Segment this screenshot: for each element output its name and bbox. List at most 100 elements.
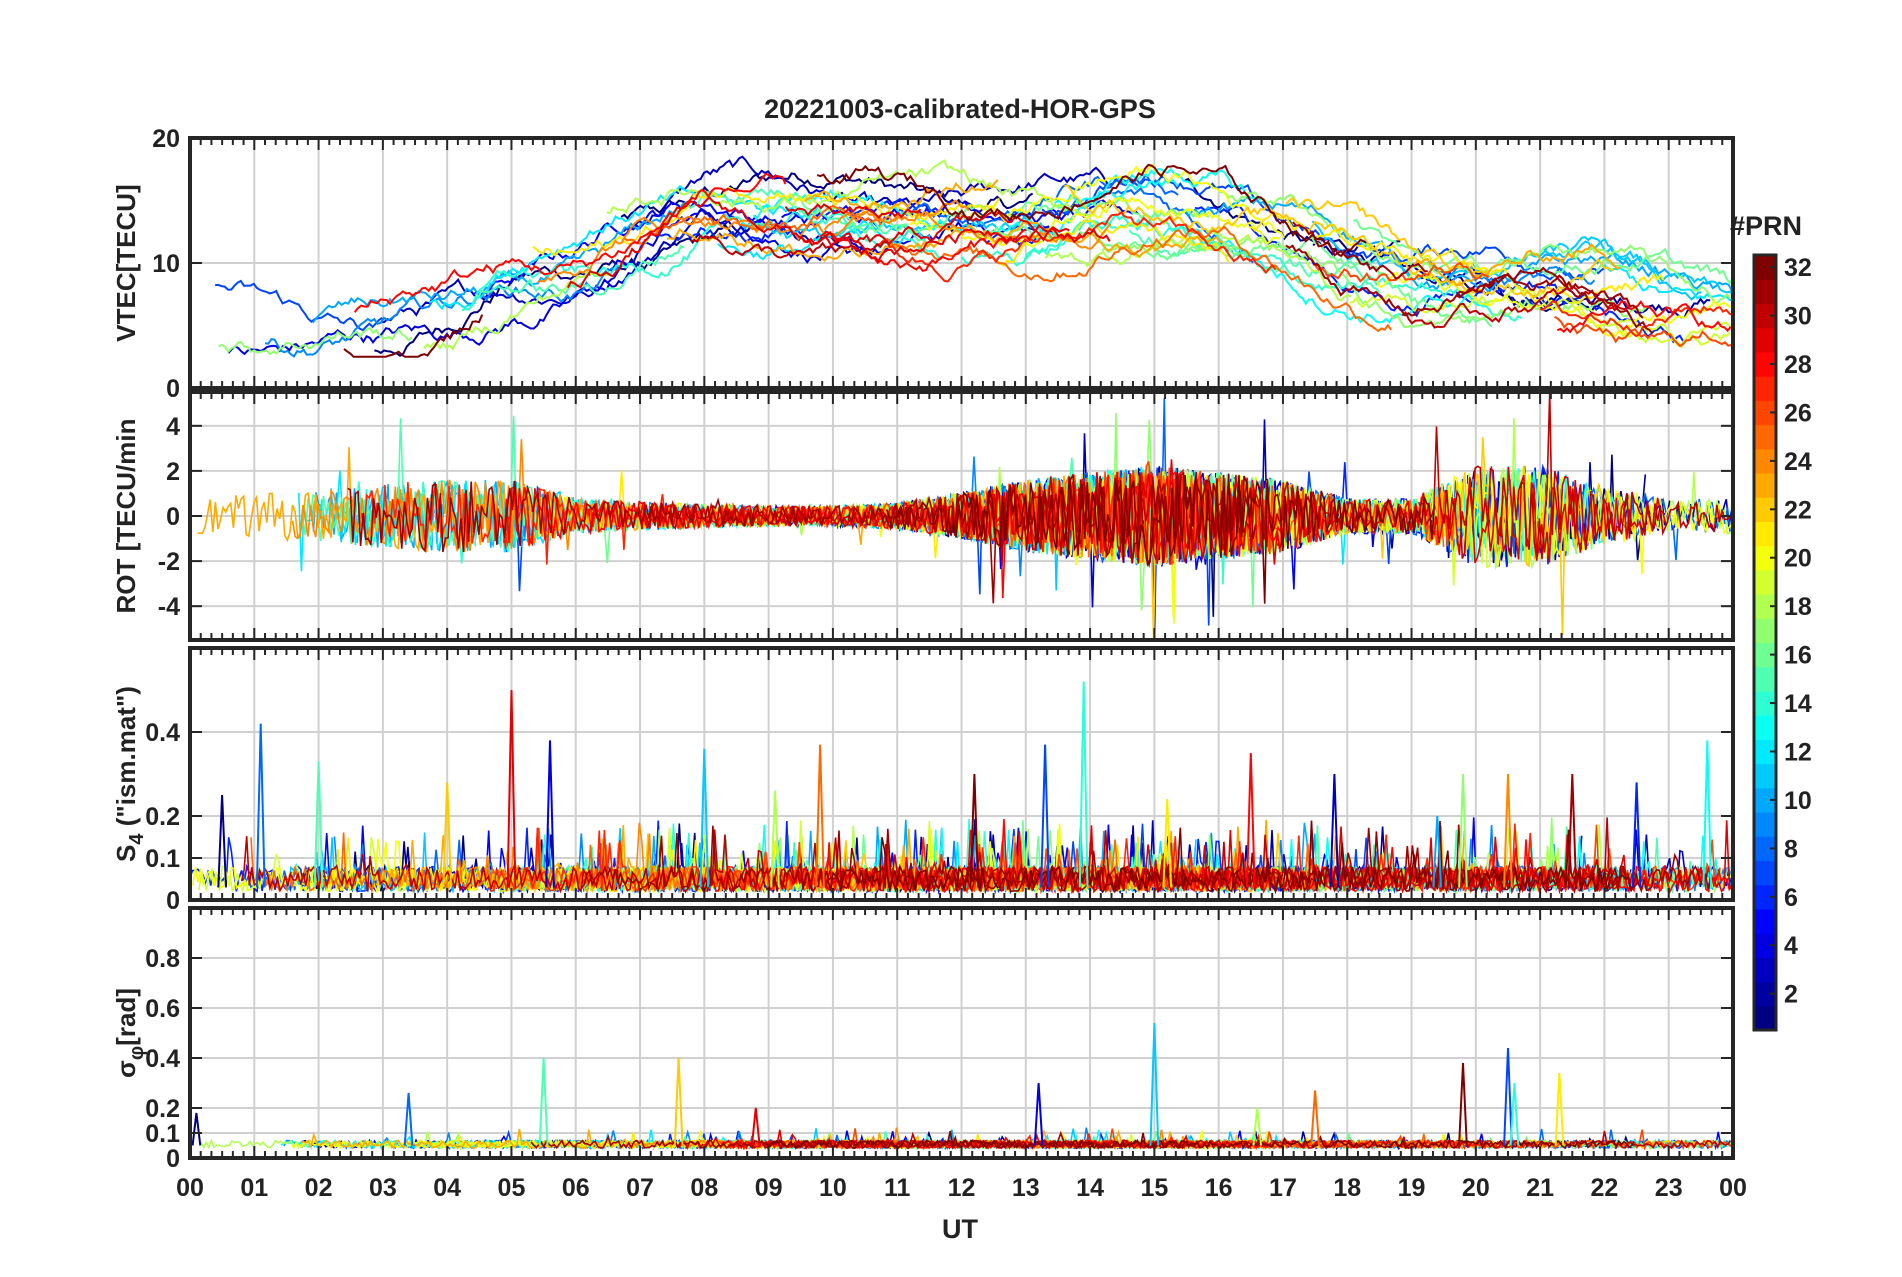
- s4-series-prn-32: [827, 820, 1639, 895]
- peak-spike: [770, 790, 780, 888]
- peak-spike: [403, 1092, 414, 1146]
- vtec-series-prn-11: [1542, 236, 1733, 297]
- series-group: [190, 681, 1733, 895]
- peak-spike: [506, 689, 517, 888]
- colorbar-tick-label: 4: [1784, 932, 1798, 960]
- x-tick-label: 14: [1076, 1174, 1104, 1202]
- x-tick-label: 13: [1012, 1174, 1040, 1202]
- series-group: [191, 1022, 1733, 1151]
- peak-spike: [217, 794, 227, 888]
- y-tick-label: 4: [166, 413, 180, 441]
- peak-spike: [1458, 773, 1468, 888]
- x-tick-label: 11: [884, 1174, 911, 1202]
- peak-spike: [538, 1057, 549, 1146]
- panel-1: 0 10 20 VTEC[TECU]: [111, 125, 1735, 403]
- colorbar-segment: [1754, 690, 1776, 716]
- vtec-series-prn-19: [1588, 307, 1731, 349]
- colorbar-tick-label: 12: [1784, 738, 1812, 766]
- colorbar-segment: [1754, 836, 1776, 862]
- vtec-series-prn-28: [1556, 300, 1732, 334]
- x-tick-label: 09: [755, 1174, 783, 1202]
- peak-spike: [969, 773, 980, 888]
- peak-spike: [1458, 1062, 1468, 1146]
- y-tick-label: 20: [152, 125, 180, 153]
- vtec-series-prn-18: [423, 270, 615, 351]
- colorbar-segment: [1754, 981, 1776, 1007]
- peak-spike: [1503, 1047, 1513, 1146]
- y-tick-label: -2: [158, 548, 180, 576]
- vtec-series-prn-1: [374, 220, 758, 358]
- x-tick-label: 18: [1333, 1174, 1361, 1202]
- colorbar-segment: [1754, 1005, 1776, 1031]
- x-tick-label: 08: [690, 1174, 718, 1202]
- y-tick-label: 0.2: [145, 1095, 180, 1123]
- series-group: [197, 392, 1733, 640]
- series-group: [215, 155, 1733, 358]
- sigma-series-prn-31: [530, 1130, 1198, 1151]
- peak-spike: [442, 782, 452, 888]
- vtec-series-prn-27: [1539, 300, 1733, 338]
- vtec-series-prn-32: [343, 314, 484, 358]
- x-tick-label: 00: [176, 1174, 204, 1202]
- vtec-series-prn-23: [1413, 242, 1621, 287]
- x-tick-label: 15: [1140, 1174, 1168, 1202]
- colorbar-segment: [1754, 787, 1776, 813]
- y-tick-label: 0: [166, 503, 180, 531]
- colorbar-tick-label: 14: [1784, 690, 1812, 718]
- vtec-series-prn-13: [1054, 167, 1262, 209]
- vtec-series-prn-10: [1181, 195, 1733, 293]
- x-tick-label: 00: [1719, 1174, 1747, 1202]
- colorbar-segment: [1754, 521, 1776, 547]
- vtec-series-prn-20: [909, 196, 1280, 248]
- x-tick-label: 03: [369, 1174, 397, 1202]
- colorbar-segment: [1754, 376, 1776, 401]
- panel-4: 00.10.2 0.4 0.6 0.8 σφ[rad]: [111, 906, 1735, 1173]
- peak-spike: [313, 761, 324, 888]
- x-tick-label: 20: [1462, 1174, 1490, 1202]
- x-tick-label: 19: [1398, 1174, 1426, 1202]
- peak-spike: [1503, 773, 1513, 888]
- colorbar-tick-label: 26: [1784, 399, 1812, 427]
- colorbar-tick-label: 28: [1784, 351, 1812, 379]
- colorbar-segment: [1754, 618, 1776, 644]
- peak-spike: [699, 748, 710, 888]
- vtec-series-prn-17: [1218, 190, 1732, 304]
- y-tick-label: 2: [166, 458, 180, 486]
- peak-spike: [1509, 1082, 1520, 1146]
- colorbar-segment: [1754, 569, 1776, 595]
- y-axis-label: VTEC[TECU]: [111, 184, 141, 341]
- colorbar-segment: [1754, 860, 1776, 886]
- colorbar-tick-label: 2: [1784, 981, 1798, 1009]
- colorbar-segment: [1754, 497, 1776, 523]
- vtec-series-prn-31: [1285, 244, 1654, 335]
- x-tick-label: 16: [1205, 1174, 1233, 1202]
- vtec-series-prn-18: [606, 159, 1103, 217]
- vtec-series-prn-6: [1524, 293, 1687, 344]
- colorbar-segment: [1754, 303, 1776, 329]
- colorbar-tick-label: 22: [1784, 496, 1812, 524]
- colorbar-segment: [1754, 545, 1776, 571]
- vtec-series-prn-29: [784, 203, 922, 220]
- colorbar-segment: [1754, 933, 1776, 958]
- chart-title: 20221003-calibrated-HOR-GPS: [764, 94, 1156, 124]
- vtec-series-prn-10: [311, 201, 689, 324]
- vtec-series-prn-16: [1353, 218, 1733, 285]
- colorbar-segment: [1754, 666, 1776, 692]
- colorbar-tick-label: 30: [1784, 303, 1812, 331]
- vtec-series-prn-27: [873, 211, 1277, 283]
- vtec-series-prn-25: [623, 204, 882, 246]
- s4-series-prn-31: [581, 824, 1712, 894]
- colorbar-segment: [1754, 884, 1776, 910]
- vtec-series-prn-7: [215, 279, 383, 332]
- colorbar-segment: [1754, 448, 1776, 474]
- vtec-series-prn-3: [622, 155, 1110, 233]
- peak-spike: [191, 1112, 202, 1146]
- colorbar-tick-label: 8: [1784, 835, 1798, 863]
- colorbar-segment: [1754, 594, 1776, 619]
- peak-spike: [1310, 1090, 1320, 1146]
- x-tick-label: 22: [1591, 1174, 1619, 1202]
- vtec-series-prn-9: [264, 266, 620, 358]
- vtec-series-prn-23: [804, 179, 999, 213]
- colorbar-segment: [1754, 400, 1776, 426]
